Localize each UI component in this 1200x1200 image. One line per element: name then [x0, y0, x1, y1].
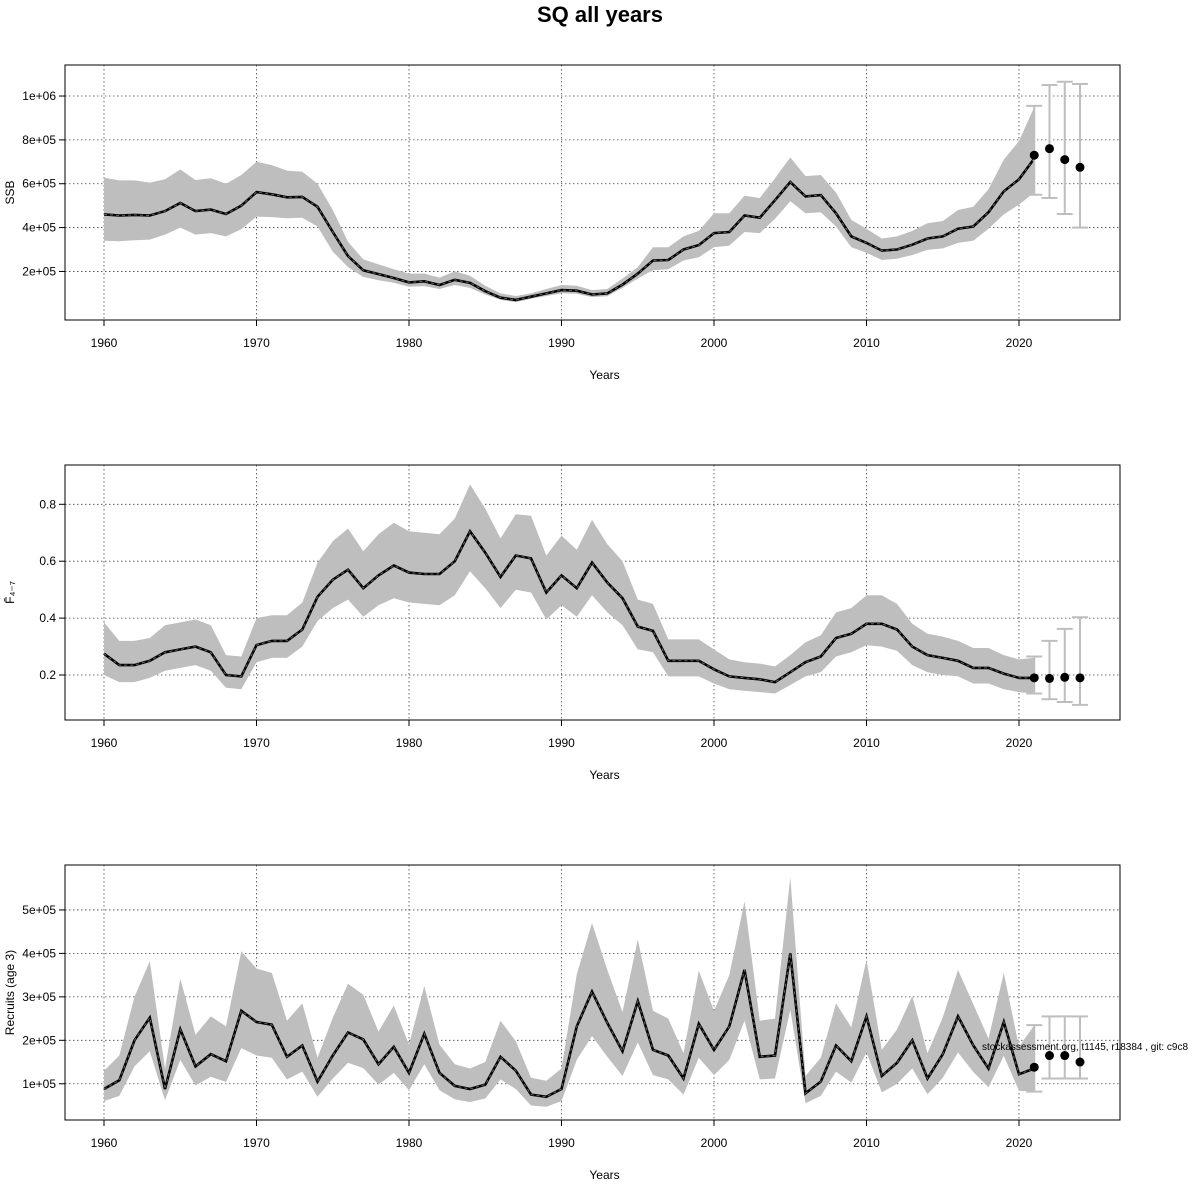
confidence-band [104, 107, 1035, 303]
x-tick-label-1970: 1970 [243, 736, 270, 750]
x-tick-label-1970: 1970 [243, 336, 270, 350]
x-tick-label-1960: 1960 [91, 1136, 118, 1150]
forecast-point-2021 [1029, 673, 1039, 683]
y-tick-label-3: 4e+05 [22, 946, 56, 960]
chart-title: SQ all years [537, 2, 663, 27]
x-tick-label-2010: 2010 [853, 336, 880, 350]
y-tick-label-0: 0.2 [39, 668, 56, 682]
y-tick-label-2: 3e+05 [22, 990, 56, 1004]
y-tick-label-4: 1e+06 [22, 89, 56, 103]
estimate-line-dash [103, 953, 1035, 1098]
panel-fishing-mortality: 1960 1970 1980 1990 2000 2010 2020 0.2 0.4 0.6 0.8… [3, 464, 1121, 782]
forecast-point-2023 [1060, 155, 1070, 165]
y-axis-label: SSB [3, 180, 17, 204]
forecast-point-2022 [1045, 673, 1054, 683]
x-tick-label-1970: 1970 [243, 1136, 270, 1150]
y-tick-label-1: 4e+05 [22, 221, 56, 235]
x-tick-label-2020: 2020 [1006, 736, 1033, 750]
y-axis-label: F̄₄₋₇ [3, 581, 17, 604]
y-axis-label: Recruits (age 3) [3, 950, 17, 1035]
forecast-point-2022 [1045, 1051, 1054, 1061]
x-tick-label-2000: 2000 [701, 736, 728, 750]
forecast-point-2024 [1075, 1057, 1085, 1067]
x-tick-label-1980: 1980 [396, 1136, 423, 1150]
x-axis-label: Years [589, 768, 619, 782]
y-tick-label-1: 2e+05 [22, 1033, 56, 1047]
forecast-point-2021 [1029, 150, 1039, 160]
forecast-point-2024 [1075, 162, 1085, 172]
x-tick-label-1960: 1960 [91, 336, 118, 350]
x-tick-label-2010: 2010 [853, 1136, 880, 1150]
plot-frame [64, 464, 1121, 721]
y-tick-label-3: 0.8 [39, 497, 56, 511]
y-tick-label-0: 2e+05 [22, 264, 56, 278]
x-tick-label-2000: 2000 [701, 336, 728, 350]
x-axis-label: Years [589, 1168, 619, 1182]
y-tick-label-2: 0.6 [39, 554, 56, 568]
x-tick-label-2000: 2000 [701, 1136, 728, 1150]
y-tick-label-3: 8e+05 [22, 133, 56, 147]
x-tick-label-1990: 1990 [548, 336, 575, 350]
x-tick-label-2020: 2020 [1006, 336, 1033, 350]
y-tick-label-1: 0.4 [39, 611, 56, 625]
estimate-line-dash [103, 530, 1035, 683]
y-tick-label-2: 6e+05 [22, 177, 56, 191]
x-tick-label-1990: 1990 [548, 1136, 575, 1150]
forecast-point-2022 [1045, 144, 1054, 154]
panel-recruits: 1960 1970 1980 1990 2000 2010 2020 1e+05 2e+05 3e… [3, 864, 1188, 1182]
panel-ssb: 1960 1970 1980 1990 2000 2010 2020 2e+05 4e+05 6e… [3, 64, 1121, 382]
plot-frame [64, 864, 1121, 1121]
x-tick-label-1990: 1990 [548, 736, 575, 750]
confidence-band [104, 877, 1035, 1107]
y-tick-label-4: 5e+05 [22, 903, 56, 917]
x-tick-label-1980: 1980 [396, 336, 423, 350]
y-tick-label-0: 1e+05 [22, 1077, 56, 1091]
x-tick-label-1960: 1960 [91, 736, 118, 750]
plot-frame [64, 64, 1121, 321]
x-tick-label-2010: 2010 [853, 736, 880, 750]
forecast-point-2024 [1075, 673, 1085, 683]
x-axis-label: Years [589, 368, 619, 382]
forecast-point-2023 [1060, 672, 1070, 682]
confidence-band [104, 484, 1035, 694]
forecast-point-2021 [1029, 1062, 1039, 1072]
x-tick-label-2020: 2020 [1006, 1136, 1033, 1150]
watermark-text: stockassessment.org, t1145, r18384 , git… [982, 1042, 1188, 1053]
forecast-point-2023 [1060, 1051, 1070, 1061]
estimate-line-dash [103, 158, 1035, 301]
x-tick-label-1980: 1980 [396, 736, 423, 750]
